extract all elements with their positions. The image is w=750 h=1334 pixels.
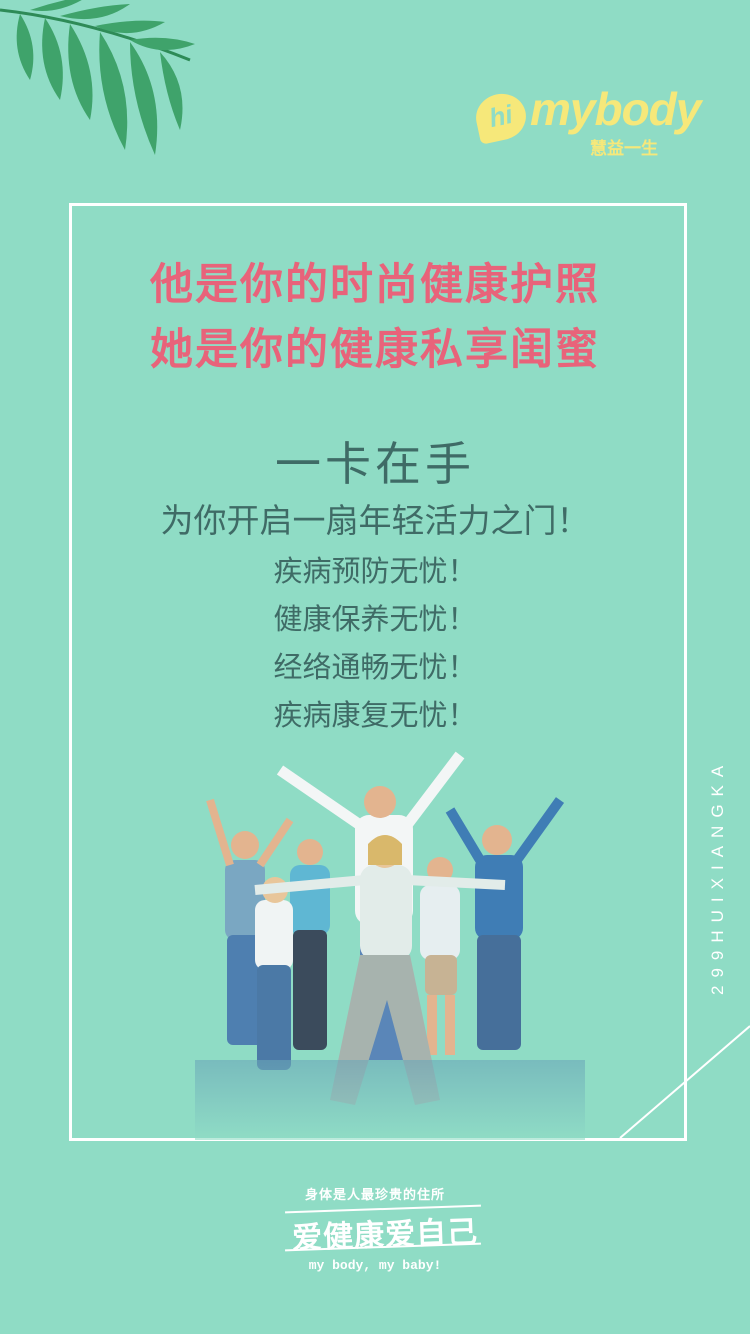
logo-brand-name: mybody (530, 83, 701, 135)
logo-tagline: 慧益一生 (590, 139, 658, 159)
footer-slogan: 爱健康爱自己 (285, 1202, 485, 1256)
footer-english: my body, my baby! (308, 1258, 442, 1273)
logo-hi: hi (486, 98, 516, 134)
vertical-brand-text: 299HUIXIANGKA (708, 757, 727, 995)
palm-leaf-icon (0, 0, 195, 155)
benefit-item: 疾病预防无忧！ (273, 554, 477, 588)
benefit-item: 经络通畅无忧！ (273, 650, 477, 684)
hi-speech-bubble-icon: hi (471, 89, 531, 145)
title-line-1: 他是你的时尚健康护照 (150, 260, 600, 310)
benefit-item: 疾病康复无忧！ (273, 698, 477, 732)
frame-corner-line (619, 1025, 750, 1139)
brand-logo: hi mybody 慧益一生 (470, 72, 701, 162)
cheering-people-image (195, 751, 585, 1140)
footer-tagline: 身体是人最珍贵的住所 (304, 1188, 445, 1203)
subline: 为你开启一扇年轻活力之门！ (160, 501, 590, 540)
benefit-item: 健康保养无忧！ (273, 602, 477, 636)
headline: 一卡在手 (275, 437, 475, 491)
title-line-2: 她是你的健康私享闺蜜 (150, 325, 600, 375)
